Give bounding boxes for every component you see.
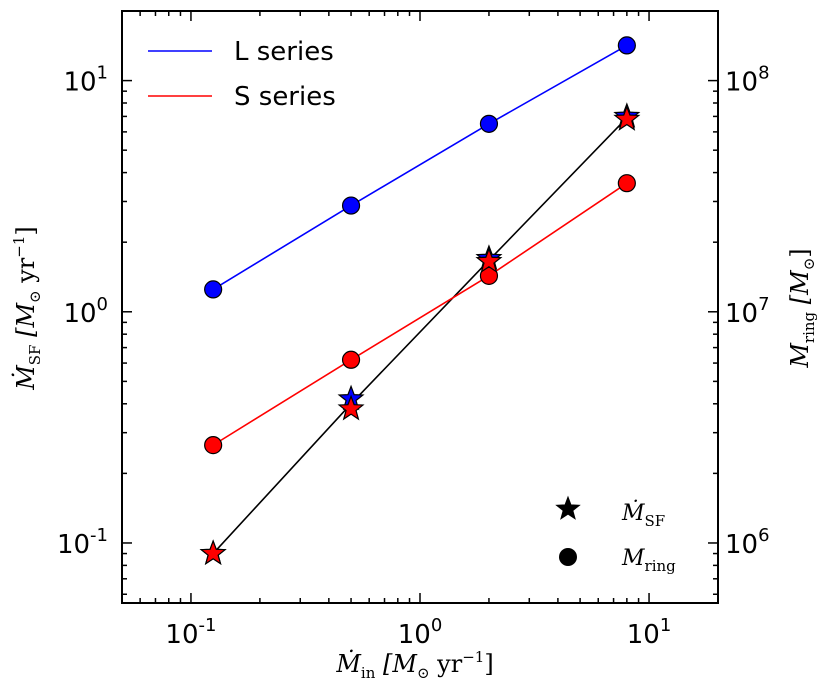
sfr-point-s-series-sfr-3 <box>613 105 641 131</box>
ring-point-s-series-3 <box>617 174 636 193</box>
y-left-tick-label: 101 <box>63 63 108 98</box>
ring-point-s-series-0 <box>204 436 223 455</box>
legend-star-icon <box>555 495 581 520</box>
legend-label-l-series: L series <box>234 37 334 67</box>
y-left-tick-label: 100 <box>63 294 108 329</box>
y-right-tick-label: 108 <box>725 63 770 98</box>
sfr-point-s-series-sfr-1 <box>337 394 365 421</box>
sfr-series-layer <box>199 102 641 566</box>
x-axis-label: Ṁin [M⊙ yr−1] <box>335 648 493 682</box>
legend-label-ring: Mring <box>621 546 676 575</box>
y-right-axis-label: Mring [M⊙] <box>786 248 818 368</box>
legend-markers: ṀSF Mring <box>555 495 676 575</box>
y-left-axis-label: ṀSF [M⊙ yr−1] <box>10 226 44 391</box>
fit-line-layer <box>212 117 628 555</box>
legend-label-s-series: S series <box>234 82 336 112</box>
x-tick-label: 101 <box>627 615 672 650</box>
y-right-tick-label: 107 <box>725 294 770 329</box>
sfr-point-s-series-sfr-0 <box>199 539 227 566</box>
ring-point-l-series-0 <box>204 280 223 299</box>
sfr-point-s-series-sfr-2 <box>475 247 503 274</box>
x-tick-label: 100 <box>398 615 443 650</box>
legend-lines: L series S series <box>148 37 336 112</box>
ring-point-l-series-2 <box>479 114 499 133</box>
legend-label-sfr: ṀSF <box>621 499 665 530</box>
series-line-l-series <box>212 44 628 291</box>
ring-point-l-series-1 <box>341 196 361 215</box>
legend-circle-icon <box>559 548 577 566</box>
y-left-tick-label: 10-1 <box>57 525 108 560</box>
ring-series-layer <box>204 36 636 455</box>
ring-point-l-series-3 <box>617 36 636 55</box>
x-tick-label: 10-1 <box>165 615 216 650</box>
y-right-tick-label: 106 <box>725 525 770 560</box>
series-line-s-series <box>212 182 628 446</box>
ring-point-s-series-1 <box>341 350 361 369</box>
sfr-fit-line <box>212 117 628 555</box>
tick-layer: 10-1 100 101 10-1 100 101 106 107 108 <box>57 10 770 650</box>
